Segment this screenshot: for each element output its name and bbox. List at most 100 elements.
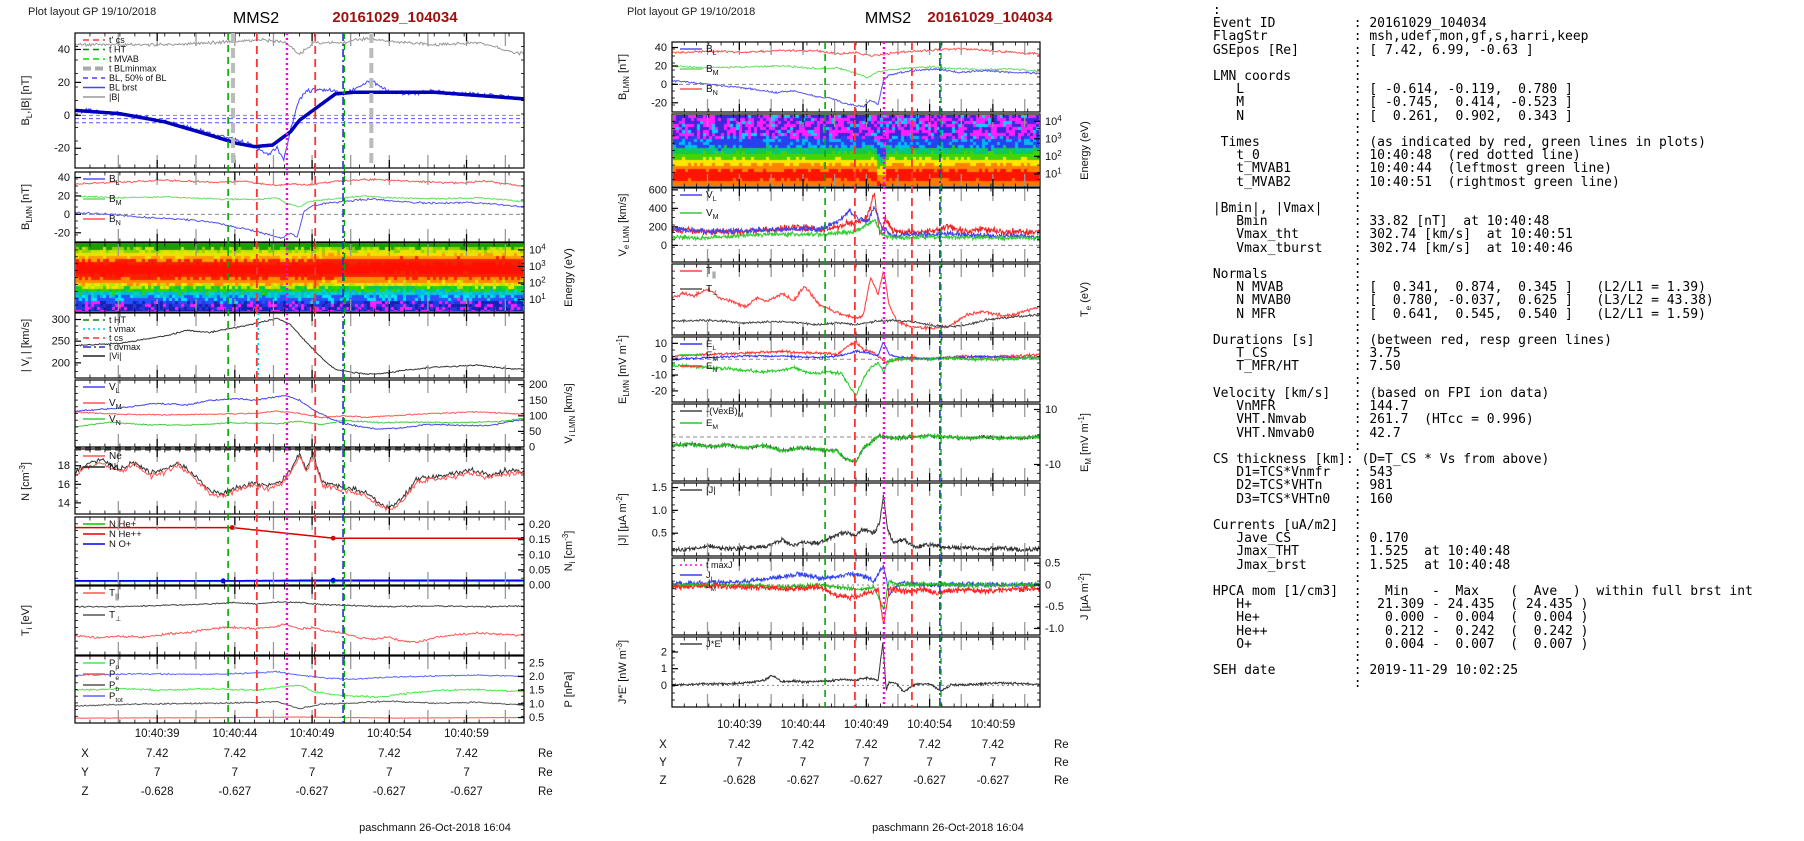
ephemeris-row-X: X 7.42 7.42 7.42 7.42 7.42 Re <box>81 748 553 760</box>
y-tick-label: 40 <box>655 42 667 54</box>
y-tick-label: 40 <box>58 172 70 184</box>
legend-label: EM <box>706 418 718 431</box>
y-tick-label: 104 <box>1045 114 1062 128</box>
legend-item-2: BM <box>83 194 122 207</box>
panel-frame <box>74 448 525 515</box>
y-tick-label: 20 <box>58 190 70 202</box>
legend-item-1: EL <box>680 339 716 352</box>
trace-EM <box>671 432 1041 463</box>
legend-label: t vmax <box>109 324 136 334</box>
trace-BN <box>671 47 1041 57</box>
trace--(VexB)M <box>671 432 1041 464</box>
trace-Ti-perp <box>74 600 525 608</box>
svg-text:Re: Re <box>538 786 553 798</box>
svg-text:Re: Re <box>538 748 553 760</box>
legend-item-2: EM <box>680 418 718 431</box>
legend-label: EM <box>706 350 718 363</box>
legend-label: t HT <box>109 315 127 325</box>
panel-minor-ions: 0.20 0.15 0.10 0.05 0.00 Ni [cm-3] N He+N He++… <box>74 516 577 592</box>
panel-frame <box>671 187 1041 263</box>
svg-text:7.42: 7.42 <box>918 739 940 751</box>
legend-label: VM <box>706 208 719 221</box>
legend-item-2: JL <box>680 570 715 583</box>
legend-item-4: t dvmax <box>83 342 141 352</box>
legend-item-1: -(VexB)M <box>680 406 744 419</box>
legend-label: Pp <box>109 658 119 671</box>
event-id-middle: 20161029_104034 <box>927 9 1053 26</box>
event-info-text: : Event ID : 20161029_104034 FlagStr : m… <box>1212 3 1753 692</box>
y-tick-label: -10 <box>651 370 667 382</box>
legend-label: T|| <box>706 266 716 279</box>
legend-item-1: t maxJ <box>680 560 733 570</box>
y-tick-label: 40 <box>58 44 70 56</box>
svg-text:7.42: 7.42 <box>728 739 750 751</box>
legend-item-1: Pp <box>83 658 119 671</box>
y-axis-title: Ti [eV] <box>20 605 34 636</box>
y-axis-title-right: Ni [cm-3] <box>561 531 577 572</box>
legend-label: VN <box>109 414 121 427</box>
trace-BM <box>671 64 1040 79</box>
y-tick-label: 50 <box>529 426 541 438</box>
ephemeris-row-X: X 7.42 7.42 7.42 7.42 7.42 Re <box>659 739 1069 751</box>
svg-text:Z: Z <box>659 775 666 787</box>
panel-frame <box>74 312 525 379</box>
legend-item-3: N O+ <box>83 539 132 550</box>
y-tick-label: 300 <box>52 314 70 326</box>
y-tick-label: 200 <box>529 379 547 391</box>
legend-item-3: Pb <box>83 680 119 693</box>
x-tick-label: 10:40:54 <box>367 728 412 740</box>
plot-layout-label-left: Plot layout GP 19/10/2018 <box>28 6 157 18</box>
y-tick-label: 0.5 <box>529 712 544 724</box>
y-tick-label: -20 <box>54 143 70 155</box>
svg-text:7: 7 <box>154 767 160 779</box>
legend-item-2: t vmax <box>83 324 136 334</box>
y-tick-label: 0 <box>64 209 70 221</box>
svg-text:7: 7 <box>386 767 392 779</box>
y-tick-label: 2.5 <box>529 657 544 669</box>
svg-text:Re: Re <box>1054 775 1069 787</box>
svg-text:7: 7 <box>800 757 806 769</box>
legend-label: Ni <box>109 462 118 473</box>
svg-text:7.42: 7.42 <box>378 748 400 760</box>
legend-label: BN <box>109 214 121 227</box>
panel-jdote: 2 1 0 J*E' [nW m-3] J*E' <box>615 636 1041 708</box>
svg-text:7.42: 7.42 <box>224 748 246 760</box>
y-tick-label: 1.0 <box>652 505 667 517</box>
legend-label: BM <box>109 194 122 207</box>
panel-vi-lmn: 200 150 100 50 0 Vi LMN [km/s] VL VM VN <box>74 379 577 454</box>
legend-item-2: Pe <box>83 669 119 682</box>
y-axis-title-right: Te (eV) <box>1079 282 1093 317</box>
y-tick-label: -0.5 <box>1045 601 1064 613</box>
legend-item-1: T|| <box>680 266 716 279</box>
y-tick-label: 0 <box>1045 579 1051 591</box>
legend-item-3: BN <box>83 214 121 227</box>
legend-label: EL <box>706 339 716 352</box>
x-tick-label: 10:40:59 <box>971 719 1016 731</box>
legend-item-2: VM <box>83 398 122 411</box>
y-axis-title: | Vi | [km/s] <box>20 319 34 372</box>
svg-text:7.42: 7.42 <box>792 739 814 751</box>
svg-text:-0.627: -0.627 <box>450 786 483 798</box>
svg-text:Re: Re <box>1054 739 1069 751</box>
footer-credit-left: paschmann 26-Oct-2018 16:04 <box>359 822 511 834</box>
svg-text:X: X <box>659 739 667 751</box>
legend-item-2: Ni <box>83 462 118 473</box>
trace-JdotE <box>671 642 1041 693</box>
legend-label: |Vi| <box>109 351 122 361</box>
e-spectrogram <box>673 115 1039 186</box>
legend-label: Pe <box>109 669 119 682</box>
legend-item-1: T|| <box>83 588 119 601</box>
legend-label: JL <box>706 570 715 583</box>
trace-VeM <box>671 218 1041 243</box>
legend-label: t MVAB <box>109 54 139 64</box>
spacecraft-title-left: MMS2 <box>232 10 280 27</box>
x-tick-label: 10:40:49 <box>290 728 335 740</box>
y-axis-title-right: J [µA m-2] <box>1077 573 1091 620</box>
y-tick-label: 0.05 <box>529 564 550 576</box>
x-tick-label: 10:40:59 <box>444 728 489 740</box>
trace-BN <box>74 177 525 188</box>
svg-text:Y: Y <box>659 757 667 769</box>
y-tick-label: 16 <box>58 479 70 491</box>
svg-text:7: 7 <box>990 757 996 769</box>
